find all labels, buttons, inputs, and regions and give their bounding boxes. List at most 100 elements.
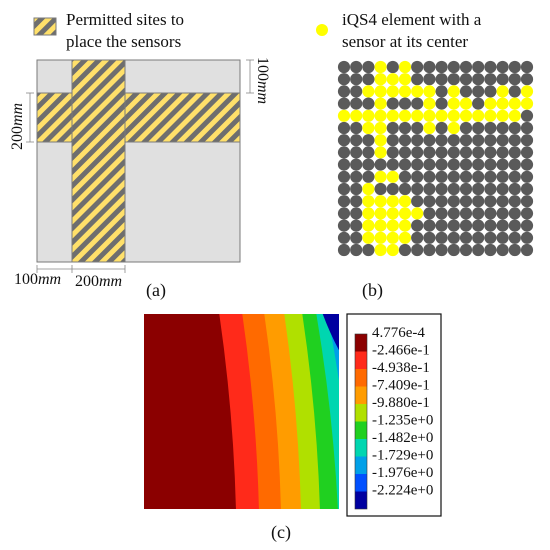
contour-plot [144, 314, 339, 509]
mesh-element [386, 97, 399, 110]
mesh-element [520, 219, 534, 232]
panel-a: Permitted sites to place the sensors 100… [9, 10, 271, 301]
sensor-element [411, 207, 424, 220]
legend-value: -1.482e+0 [372, 430, 433, 446]
caption-b: (b) [362, 280, 383, 301]
mesh-element [386, 134, 399, 147]
mesh-element [398, 158, 412, 171]
mesh-element [447, 73, 460, 86]
mesh-element [508, 231, 521, 244]
mesh-element [447, 219, 460, 232]
mesh-element [496, 195, 509, 208]
legend-value: -4.938e-1 [372, 360, 430, 376]
sensor-element [435, 109, 448, 122]
mesh-element [520, 182, 534, 196]
mesh-element [508, 73, 521, 86]
mesh-element [411, 121, 424, 135]
mesh-element [484, 60, 497, 74]
mesh-element [520, 60, 534, 74]
sensor-element [374, 170, 387, 183]
caption-c: (c) [271, 522, 291, 543]
sensor-element [374, 97, 387, 110]
mesh-element [435, 134, 448, 147]
mesh-element [508, 207, 521, 220]
sensor-element [520, 97, 534, 110]
mesh-element [337, 170, 351, 183]
mesh-element [496, 73, 509, 86]
mesh-element [411, 146, 424, 159]
mesh-element [459, 146, 473, 159]
sensor-element [374, 60, 387, 74]
mesh-element [337, 158, 351, 171]
permitted-strip-horizontal [36, 92, 241, 143]
legend-swatch [355, 491, 367, 509]
mesh-element [520, 121, 534, 135]
mesh-element [337, 207, 351, 220]
sensor-element [398, 60, 412, 74]
mesh-element [350, 73, 363, 86]
sensor-element [362, 85, 375, 98]
mesh-element [520, 109, 534, 122]
sensor-element [423, 121, 436, 135]
legend-value: -2.466e-1 [372, 343, 430, 359]
sensor-grid [337, 60, 534, 257]
mesh-element [484, 121, 497, 135]
mesh-element [472, 73, 485, 86]
legend-sensor-line2: sensor at its center [342, 32, 468, 51]
mesh-element [520, 170, 534, 183]
mesh-element [386, 158, 399, 171]
mesh-element [496, 146, 509, 159]
sensor-element [447, 109, 460, 122]
mesh-element [459, 85, 473, 98]
sensor-element [362, 231, 375, 244]
mesh-element [435, 121, 448, 135]
mesh-element [520, 243, 534, 257]
mesh-element [423, 170, 436, 183]
sensor-element [508, 97, 521, 110]
sensor-element [386, 73, 399, 86]
mesh-element [472, 207, 485, 220]
mesh-element [362, 60, 375, 74]
mesh-element [350, 207, 363, 220]
sensor-element [374, 134, 387, 147]
mesh-element [508, 182, 521, 196]
sensor-element [398, 231, 412, 244]
sensor-element [386, 85, 399, 98]
mesh-element [484, 146, 497, 159]
mesh-element [435, 73, 448, 86]
mesh-element [350, 243, 363, 257]
legend-value: -1.729e+0 [372, 448, 433, 464]
mesh-element [337, 97, 351, 110]
sensor-element [386, 243, 399, 257]
mesh-element [435, 219, 448, 232]
mesh-element [386, 121, 399, 135]
mesh-element [350, 219, 363, 232]
legend-value: -1.976e+0 [372, 465, 433, 481]
mesh-element [350, 121, 363, 135]
mesh-element [398, 97, 412, 110]
mesh-element [472, 170, 485, 183]
mesh-element [411, 219, 424, 232]
legend-swatch [355, 421, 367, 439]
mesh-element [337, 182, 351, 196]
sensor-element [362, 182, 375, 196]
mesh-element [337, 243, 351, 257]
sensor-element [496, 85, 509, 98]
mesh-element [386, 60, 399, 74]
mesh-element [484, 231, 497, 244]
mesh-element [423, 231, 436, 244]
mesh-element [472, 195, 485, 208]
sensor-element [496, 97, 509, 110]
mesh-element [459, 243, 473, 257]
mesh-element [423, 182, 436, 196]
mesh-element [484, 158, 497, 171]
sensor-element [362, 121, 375, 135]
legend-swatch [355, 474, 367, 492]
mesh-element [411, 134, 424, 147]
mesh-element [423, 146, 436, 159]
mesh-element [508, 158, 521, 171]
mesh-element [472, 158, 485, 171]
mesh-element [520, 231, 534, 244]
mesh-element [472, 121, 485, 135]
mesh-element [484, 195, 497, 208]
